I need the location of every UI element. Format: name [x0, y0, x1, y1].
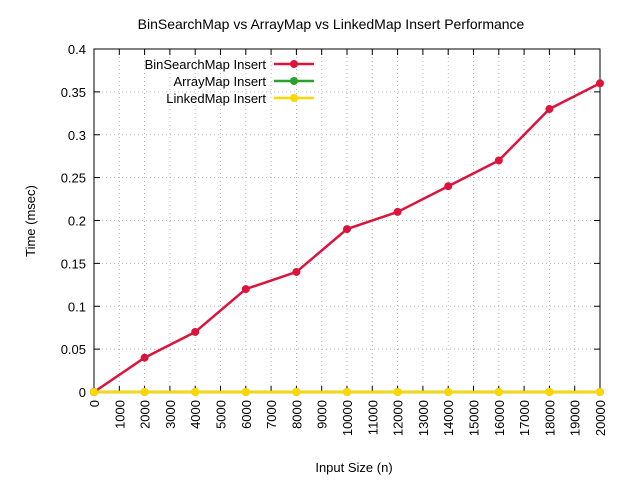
data-point	[545, 388, 554, 396]
legend: BinSearchMap Insert ArrayMap Insert Linked…	[145, 57, 314, 106]
data-point	[494, 156, 503, 165]
data-point	[292, 267, 301, 276]
data-point	[90, 388, 98, 396]
y-tick-label: 0.2	[68, 214, 86, 229]
data-point	[494, 388, 503, 396]
x-tick-label: 3000	[163, 400, 178, 429]
data-point	[241, 388, 250, 396]
x-tick-label: 2000	[138, 400, 153, 429]
grid	[94, 49, 600, 392]
data-point	[191, 388, 200, 396]
axis-ticks: 0 0.05 0.1 0.15 0.2 0.25 0.3 0.35 0.4 0 1000 2000 30…	[61, 42, 608, 436]
x-tick-label: 12000	[391, 400, 406, 436]
x-tick-label: 6000	[239, 400, 254, 429]
chart-title: BinSearchMap vs ArrayMap vs LinkedMap In…	[138, 16, 525, 32]
data-point	[191, 327, 200, 336]
x-tick-label: 1000	[112, 400, 127, 429]
legend-label: ArrayMap Insert	[174, 74, 267, 89]
data-point	[241, 285, 250, 294]
legend-label: BinSearchMap Insert	[145, 57, 267, 72]
data-point	[444, 388, 453, 396]
x-tick-label: 4000	[188, 400, 203, 429]
data-point	[393, 207, 402, 216]
x-tick-label: 20000	[593, 400, 608, 436]
data-point	[596, 388, 604, 396]
legend-swatch-point	[290, 60, 298, 68]
x-tick-label: 19000	[568, 400, 583, 436]
data-point	[596, 79, 604, 88]
x-axis-label: Input Size (n)	[315, 460, 392, 475]
data-point	[292, 388, 301, 396]
legend-label: LinkedMap Insert	[166, 91, 266, 106]
series-lines	[90, 79, 604, 396]
x-tick-label: 10000	[340, 400, 355, 436]
y-axis-label: Time (msec)	[23, 185, 38, 257]
y-tick-label: 0.25	[61, 171, 86, 186]
legend-swatch-point	[290, 94, 298, 102]
x-tick-label: 9000	[315, 400, 330, 429]
data-point	[140, 388, 149, 396]
x-tick-label: 18000	[542, 400, 557, 436]
data-point	[545, 105, 554, 114]
data-point	[444, 182, 453, 191]
x-tick-label: 11000	[365, 400, 380, 435]
x-tick-label: 7000	[264, 400, 279, 429]
data-point	[140, 353, 149, 362]
x-tick-label: 8000	[289, 400, 304, 429]
x-tick-label: 5000	[214, 400, 229, 429]
x-tick-label: 0	[87, 400, 102, 407]
data-point	[343, 225, 351, 234]
x-tick-label: 14000	[441, 400, 456, 436]
y-tick-label: 0.05	[61, 342, 86, 357]
y-tick-label: 0.1	[68, 299, 86, 314]
x-tick-label: 16000	[492, 400, 507, 436]
data-point	[343, 388, 351, 396]
y-tick-label: 0.35	[61, 85, 86, 100]
y-tick-label: 0.15	[61, 256, 86, 271]
y-tick-label: 0.3	[68, 128, 86, 143]
y-tick-label: 0	[79, 385, 86, 400]
y-tick-label: 0.4	[68, 42, 86, 57]
x-tick-label: 13000	[416, 400, 431, 436]
x-tick-label: 15000	[467, 400, 482, 436]
legend-swatch-point	[290, 77, 298, 85]
data-point	[393, 388, 402, 396]
x-tick-label: 17000	[517, 400, 532, 436]
